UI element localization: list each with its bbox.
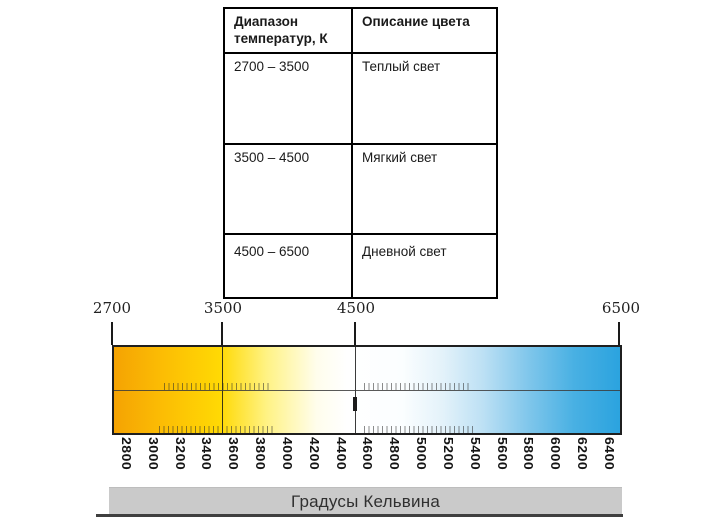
kelvin-gradient-bar [112, 345, 622, 435]
header-description: Описание цвета [351, 7, 498, 54]
tick-label: 6000 [548, 437, 563, 471]
tick-label: 3800 [253, 437, 268, 471]
hatch-marks [159, 426, 276, 433]
description-cell: Дневной свет [351, 232, 498, 299]
tick-label: 4000 [280, 437, 295, 471]
table-header-row: Диапазон температур, К Описание цвета [223, 7, 498, 54]
scale-tick-2700 [111, 322, 113, 345]
tick-label: 5600 [495, 437, 510, 471]
tick-label: 2800 [119, 437, 134, 471]
table-row: 2700 – 3500 Теплый свет [223, 51, 498, 145]
tick-label: 5000 [414, 437, 429, 471]
header-range: Диапазон температур, К [223, 7, 353, 54]
tick-label: 3000 [146, 437, 161, 471]
scale-label-3500: 3500 [203, 299, 243, 317]
unit-bar: Градусы Кельвина [109, 487, 622, 515]
hatch-marks [164, 383, 270, 390]
range-cell: 4500 – 6500 [223, 232, 353, 299]
tick-label: 5400 [468, 437, 483, 471]
tick-label: 6200 [575, 437, 590, 471]
footer-line [96, 514, 623, 517]
scale-label-6500: 6500 [601, 299, 641, 317]
table-row: 3500 – 4500 Мягкий свет [223, 142, 498, 235]
tick-label: 5800 [521, 437, 536, 471]
temperature-table: Диапазон температур, К Описание цвета 27… [223, 7, 498, 299]
table-row: 4500 – 6500 Дневной свет [223, 232, 498, 299]
range-cell: 3500 – 4500 [223, 142, 353, 235]
bar-dash-4500 [353, 397, 357, 411]
tick-label: 3400 [199, 437, 214, 471]
tick-label: 4200 [307, 437, 322, 471]
hatch-marks [364, 426, 476, 433]
scale-tick-3500 [221, 322, 223, 345]
tick-label: 4600 [360, 437, 375, 471]
tick-label: 3200 [173, 437, 188, 471]
scale-label-4500: 4500 [336, 299, 376, 317]
tick-label: 4400 [334, 437, 349, 471]
tick-label: 4800 [387, 437, 402, 471]
description-cell: Теплый свет [351, 51, 498, 145]
scale-tick-6500 [618, 322, 620, 345]
unit-label: Градусы Кельвина [291, 491, 440, 511]
tick-label: 6400 [602, 437, 617, 471]
scale-tick-4500 [354, 322, 356, 345]
description-cell: Мягкий свет [351, 142, 498, 235]
hatch-marks [364, 383, 470, 390]
tick-label: 5200 [441, 437, 456, 471]
tick-label: 3600 [226, 437, 241, 471]
range-cell: 2700 – 3500 [223, 51, 353, 145]
bar-midline [114, 390, 620, 391]
scale-label-2700: 2700 [92, 299, 132, 317]
